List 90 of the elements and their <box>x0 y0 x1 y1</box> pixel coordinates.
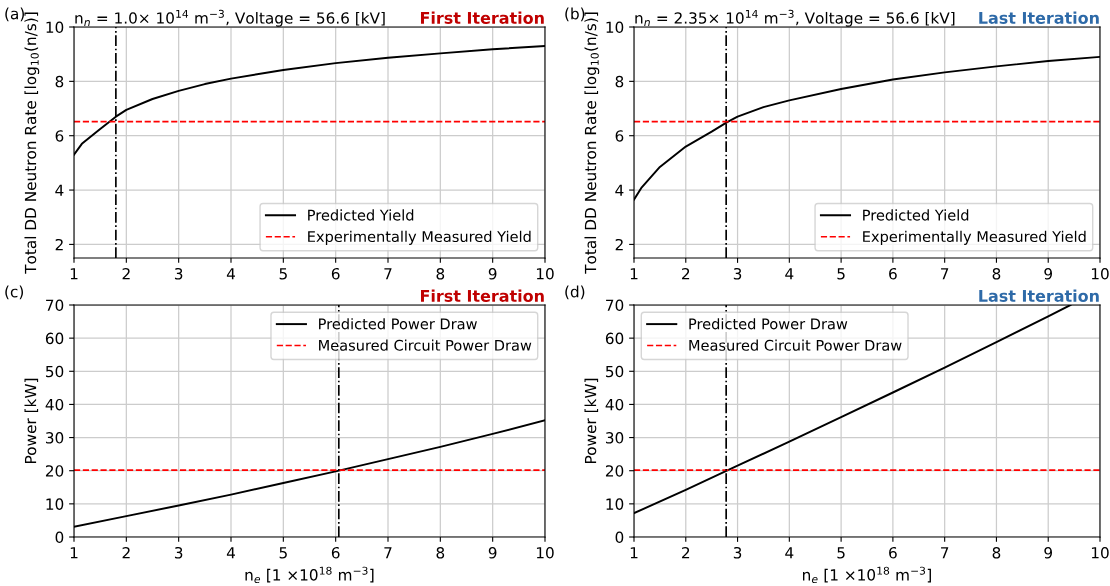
x-tick-label: 2 <box>122 267 130 280</box>
x-axis-title: n$_{e}$ [1 ×10$^{18}$ m$^{−3}$] <box>245 566 374 584</box>
y-tick-label: 6 <box>55 130 64 142</box>
x-tick-label: 8 <box>992 267 1001 280</box>
legend-label: Predicted Yield <box>308 209 414 221</box>
y-tick-label: 0 <box>55 531 64 544</box>
text: (d) <box>565 285 585 300</box>
legend-label: Experimentally Measured Yield <box>308 230 531 245</box>
x-tick-label: 6 <box>331 267 340 280</box>
legend-label: Experimentally Measured Yield <box>863 230 1086 245</box>
x-tick-label: 8 <box>992 546 1001 559</box>
x-tick-label: 10 <box>1091 267 1109 280</box>
chart-subtitle: First Iteration <box>420 11 544 24</box>
x-tick-label: 9 <box>1044 546 1053 559</box>
legend-label: Predicted Power Draw <box>689 318 848 330</box>
y-tick-label: 30 <box>606 432 624 444</box>
x-tick-label: 3 <box>733 546 742 559</box>
x-tick-label: 2 <box>682 546 690 559</box>
y-tick-label: 20 <box>605 465 624 477</box>
y-tick-label: 70 <box>46 299 64 312</box>
y-tick-label: 10 <box>46 498 64 510</box>
y-tick-label: 10 <box>46 21 64 34</box>
y-tick-label: 40 <box>605 398 624 411</box>
x-tick-label: 4 <box>226 268 235 280</box>
y-tick-label: 30 <box>46 432 64 444</box>
x-tick-label: 5 <box>279 268 287 280</box>
legend-label: Predicted Yield <box>863 209 969 221</box>
y-tick-label: 60 <box>605 332 624 345</box>
y-tick-label: 8 <box>615 75 624 88</box>
x-tick-label: 7 <box>384 547 392 559</box>
x-tick-label: 3 <box>174 267 183 280</box>
x-tick-label: 3 <box>174 546 183 559</box>
x-tick-label: 6 <box>331 546 340 559</box>
x-tick-label: 9 <box>488 546 497 559</box>
x-tick-label: 1 <box>630 268 638 280</box>
y-tick-label: 20 <box>45 465 64 477</box>
chart-subtitle: First Iteration <box>420 289 544 302</box>
x-tick-label: 9 <box>488 267 497 280</box>
x-tick-label: 10 <box>1091 546 1109 559</box>
chart-subtitle: Last Iteration <box>979 289 1099 302</box>
legend-label: Measured Circuit Power Draw <box>319 339 532 351</box>
x-tick-label: 2 <box>122 546 130 559</box>
text: (a) <box>5 7 24 22</box>
x-tick-label: 1 <box>70 268 78 280</box>
x-axis-title: n$_{e}$ [1 ×10$^{18}$ m$^{−3}$] <box>803 566 931 584</box>
x-tick-label: 7 <box>384 268 392 280</box>
chart-title: n$_{n}$ = 2.35× 10$^{14}$ m$^{−3}$, Voltage = 56.6 [kV] <box>635 9 955 27</box>
x-tick-label: 4 <box>785 268 794 280</box>
x-tick-label: 5 <box>279 547 287 559</box>
legend-label: Measured Circuit Power Draw <box>689 339 902 351</box>
y-tick-label: 40 <box>45 398 64 411</box>
y-tick-label: 10 <box>606 21 624 34</box>
y-tick-label: 10 <box>606 498 624 510</box>
x-tick-label: 7 <box>941 547 949 559</box>
y-axis-title: Power [kW] <box>584 378 599 463</box>
x-tick-label: 5 <box>837 268 845 280</box>
y-axis-title: Power [kW] <box>24 378 39 463</box>
y-tick-label: 2 <box>615 238 623 251</box>
x-tick-label: 7 <box>941 268 949 280</box>
x-tick-label: 1 <box>70 547 78 559</box>
y-tick-label: 4 <box>55 184 64 196</box>
x-tick-label: 10 <box>536 267 554 280</box>
y-tick-label: 60 <box>45 332 64 345</box>
x-tick-label: 5 <box>837 547 845 559</box>
x-tick-label: 8 <box>436 546 445 559</box>
x-tick-label: 2 <box>682 267 690 280</box>
x-tick-label: 6 <box>889 546 897 559</box>
y-tick-label: 50 <box>606 365 624 378</box>
chart-title: n$_{n}$ = 1.0× 10$^{14}$ m$^{−3}$, Voltage = 56.6 [kV] <box>75 9 385 27</box>
y-tick-label: 4 <box>615 184 624 196</box>
y-tick-label: 6 <box>615 130 624 142</box>
y-axis-title: Total DD Neutron Rate [log$_{10}$(n/s)] <box>24 12 40 274</box>
y-tick-label: 2 <box>55 238 63 251</box>
y-axis-title: Total DD Neutron Rate [log$_{10}$(n/s)] <box>584 12 600 274</box>
chart-subtitle: Last Iteration <box>979 11 1099 24</box>
x-tick-label: 8 <box>436 267 445 280</box>
x-tick-label: 9 <box>1044 267 1053 280</box>
text: (b) <box>565 7 585 22</box>
x-tick-label: 6 <box>889 267 897 280</box>
x-tick-label: 1 <box>630 547 638 559</box>
x-tick-label: 4 <box>226 547 235 559</box>
y-tick-label: 0 <box>615 531 624 544</box>
x-tick-label: 10 <box>536 546 554 559</box>
x-tick-label: 4 <box>785 547 794 559</box>
y-tick-label: 70 <box>606 299 624 312</box>
y-tick-label: 8 <box>55 75 64 88</box>
y-tick-label: 50 <box>46 365 64 378</box>
text: (c) <box>5 285 24 300</box>
x-tick-label: 3 <box>733 267 742 280</box>
legend-label: Predicted Power Draw <box>319 318 477 330</box>
